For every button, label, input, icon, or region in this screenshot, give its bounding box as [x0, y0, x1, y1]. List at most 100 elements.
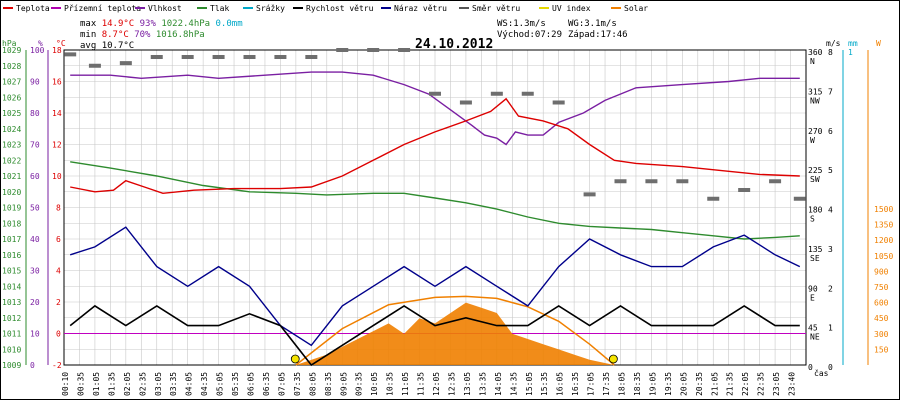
solar-area [295, 302, 615, 365]
wind-direction-mark [274, 55, 287, 59]
x-tick-label: 08:05 [308, 372, 317, 396]
legend-label-1: Přízemní teplota [64, 4, 141, 13]
min-temperature: 8.7°C [101, 30, 129, 40]
temperature-tick: 16 [52, 78, 62, 87]
temperature-tick: 12 [52, 141, 62, 150]
direction-tick: 315 [808, 87, 823, 96]
wind-direction-mark [243, 55, 256, 59]
x-tick-label: 04:35 [200, 372, 209, 396]
wind-direction-mark [398, 48, 411, 52]
wind-direction-mark [336, 48, 349, 52]
x-tick-label: 00:35 [76, 372, 85, 396]
humidity-tick: 30 [30, 267, 40, 276]
stats-min-row: min 8.7°C 70% 1016.8hPa [80, 30, 205, 41]
x-tick-label: 10:05 [370, 372, 379, 396]
x-tick-label: 16:35 [571, 372, 580, 396]
x-tick-label: 20:35 [695, 372, 704, 396]
x-tick-label: 12:05 [432, 372, 441, 396]
temperature-tick: 18 [52, 46, 62, 55]
max-humidity: 93% [139, 19, 156, 29]
temperature-tick: 4 [56, 267, 61, 276]
pressure-tick: 1022 [2, 156, 21, 165]
x-tick-label: 13:05 [463, 372, 472, 396]
stats-max-label: max [80, 19, 97, 29]
direction-name: NE [810, 333, 820, 342]
humidity-line [70, 71, 800, 146]
direction-tick: 135 [808, 245, 823, 254]
pressure-tick: 1010 [2, 345, 21, 354]
x-tick-label: 18:05 [618, 372, 627, 396]
wind-direction-mark [119, 61, 132, 66]
x-tick-label: 10:35 [386, 372, 395, 396]
solar-tick: 450 [874, 314, 889, 323]
solar-tick: 900 [874, 267, 889, 276]
wind-direction-mark [490, 91, 503, 96]
wind-tick: 6 [828, 127, 833, 136]
max-pressure: 1022.4hPa [161, 19, 211, 29]
x-tick-label: 03:35 [169, 372, 178, 396]
x-tick-label: 17:05 [587, 372, 596, 396]
temperature-tick: 6 [56, 235, 61, 244]
x-tick-label: 18:35 [633, 372, 642, 396]
solar-tick: 1500 [874, 205, 893, 214]
stats-avg-label: avg [80, 41, 97, 51]
x-tick-label: 06:35 [262, 372, 271, 396]
direction-tick: 0 [808, 363, 813, 372]
x-tick-label: 21:05 [710, 372, 719, 396]
wind-direction-mark [150, 55, 163, 59]
humidity-tick: 20 [30, 298, 40, 307]
direction-name: N [810, 57, 815, 66]
solar-tick: 750 [874, 283, 889, 292]
humidity-tick: 70 [30, 141, 40, 150]
pressure-tick: 1026 [2, 93, 21, 102]
legend-label-4: Srážky [256, 4, 285, 13]
wind-tick: 0 [828, 363, 833, 372]
x-tick-label: 00:10 [61, 372, 70, 396]
pressure-tick: 1013 [2, 298, 21, 307]
pressure-tick: 1021 [2, 172, 21, 181]
humidity-tick: 0 [30, 361, 35, 370]
x-tick-label: 15:05 [525, 372, 534, 396]
pressure-tick: 1019 [2, 204, 21, 213]
x-tick-label: 12:35 [447, 372, 456, 396]
x-tick-label: 13:35 [478, 372, 487, 396]
pressure-tick: 1027 [2, 78, 21, 87]
wind-direction-mark [738, 188, 751, 192]
x-tick-label: 02:05 [123, 372, 132, 396]
solar-tick: 300 [874, 330, 889, 339]
direction-name: SE [810, 254, 820, 263]
pressure-tick: 1012 [2, 314, 21, 323]
wind-direction-mark [707, 196, 720, 201]
temperature-tick: 2 [56, 298, 61, 307]
wind-direction-mark [521, 91, 534, 96]
chart-date: 24.10.2012 [415, 37, 494, 52]
wind-direction-mark [793, 196, 806, 201]
direction-name: W [810, 136, 815, 145]
legend-label-5: Rychlost větru [306, 4, 374, 13]
stats-max-row: max 14.9°C 93% 1022.4hPa 0.0mm [80, 19, 243, 30]
rain-total: 0.0mm [215, 19, 243, 29]
wind-direction-mark [769, 179, 782, 184]
wind-direction-mark [367, 48, 380, 52]
pressure-tick: 1009 [2, 361, 21, 370]
x-tick-label: 23:40 [788, 372, 797, 396]
wind-speed-avg: WS:1.3m/s [497, 19, 546, 29]
pressure-tick: 1014 [2, 282, 21, 291]
wind-direction-mark [645, 179, 658, 184]
temperature-tick: 14 [52, 109, 62, 118]
pressure-tick: 1024 [2, 125, 21, 134]
x-tick-label: 09:35 [355, 372, 364, 396]
x-tick-label: 11:05 [401, 372, 410, 396]
solar-tick: 1200 [874, 236, 893, 245]
x-tick-label: 05:35 [231, 372, 240, 396]
wind-gust-line [69, 226, 801, 347]
direction-name: SW [810, 175, 820, 184]
humidity-tick: 90 [30, 78, 40, 87]
pressure-tick: 1018 [2, 219, 21, 228]
wind-direction-mark [181, 55, 194, 59]
x-tick-label: 01:05 [92, 372, 101, 396]
x-tick-label: 22:35 [757, 372, 766, 396]
pressure-tick: 1023 [2, 141, 21, 150]
x-tick-label: 16:05 [556, 372, 565, 396]
wind-direction-mark [305, 55, 318, 59]
